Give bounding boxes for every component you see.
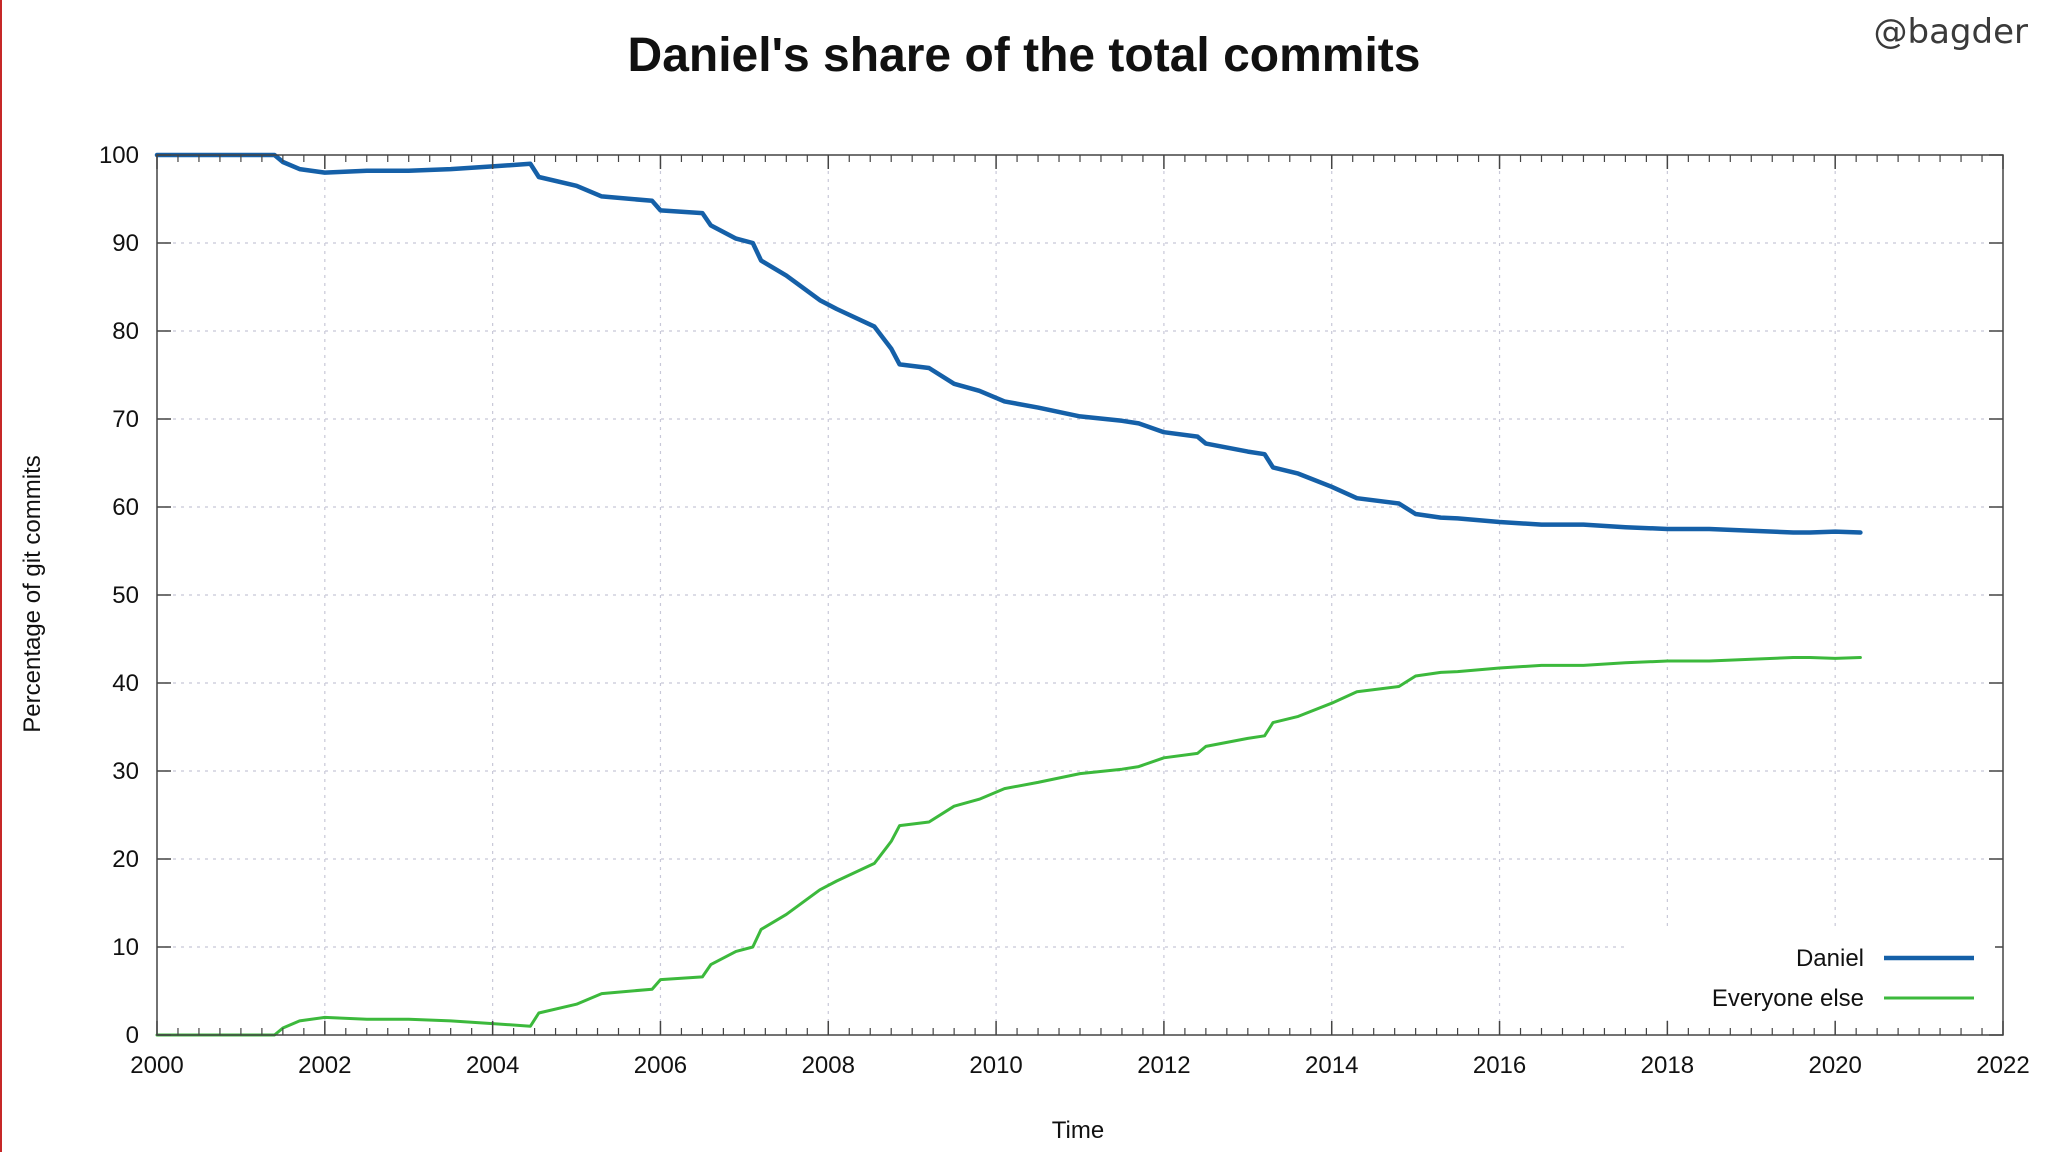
x-tick-label: 2020 [1808,1052,1861,1079]
x-tick-label: 2014 [1305,1052,1358,1079]
x-tick-label: 2012 [1137,1052,1190,1079]
series-line-everyone-else [155,656,1862,1037]
left-edge-bar [0,0,2,1152]
x-tick-label: 2016 [1473,1052,1526,1079]
y-tick-label: 100 [99,142,139,169]
x-tick-label: 2022 [1976,1052,2029,1079]
x-tick-label: 2008 [802,1052,855,1079]
axis-ticks [156,154,2004,1036]
y-tick-label: 50 [112,582,139,609]
x-tick-label: 2002 [298,1052,351,1079]
x-tick-label: 2006 [634,1052,687,1079]
tick-labels: 2000 2002 2004 2006 2008 2010 2012 2014 2016 2018… [99,142,2030,1079]
y-tick-label: 30 [112,758,139,785]
series-line-daniel [154,152,1863,535]
legend: Daniel Everyone else [1625,930,1995,1020]
legend-label-daniel: Daniel [1796,945,1864,972]
x-tick-label: 2000 [130,1052,183,1079]
y-axis-label: Percentage of git commits [19,455,46,732]
y-tick-label: 20 [112,846,139,873]
x-tick-label: 2010 [969,1052,1022,1079]
chart-title: Daniel's share of the total commits [627,29,1421,82]
y-tick-label: 40 [112,670,139,697]
y-tick-label: 0 [126,1022,139,1049]
grid-lines [157,155,2003,1035]
legend-label-everyone-else: Everyone else [1712,985,1864,1012]
x-tick-label: 2018 [1641,1052,1694,1079]
series-lines [154,152,1863,1037]
legend-background [1625,930,1995,1020]
y-tick-label: 60 [112,494,139,521]
y-tick-label: 80 [112,318,139,345]
x-axis-label: Time [1052,1117,1104,1144]
y-tick-label: 90 [112,230,139,257]
watermark-handle: @bagder [1873,12,2028,52]
x-tick-label: 2004 [466,1052,519,1079]
y-tick-label: 70 [112,406,139,433]
y-tick-label: 10 [112,934,139,961]
